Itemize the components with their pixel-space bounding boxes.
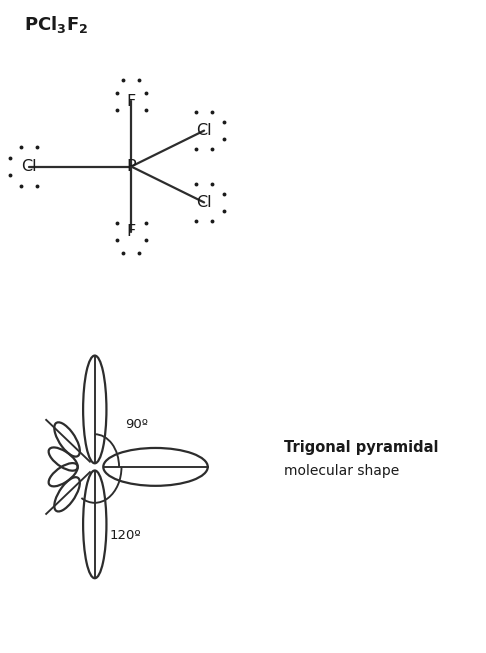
Text: Cl: Cl <box>196 123 212 138</box>
Text: 90º: 90º <box>125 418 148 431</box>
Text: Cl: Cl <box>21 159 37 174</box>
Text: F: F <box>126 94 136 108</box>
Text: Trigonal pyramidal: Trigonal pyramidal <box>284 440 439 454</box>
Text: P: P <box>126 159 136 174</box>
Text: $\mathbf{PCl_3F_2}$: $\mathbf{PCl_3F_2}$ <box>24 14 88 35</box>
Text: molecular shape: molecular shape <box>284 464 399 479</box>
Text: 120º: 120º <box>109 529 141 542</box>
Text: Cl: Cl <box>196 195 212 210</box>
Text: F: F <box>126 225 136 239</box>
